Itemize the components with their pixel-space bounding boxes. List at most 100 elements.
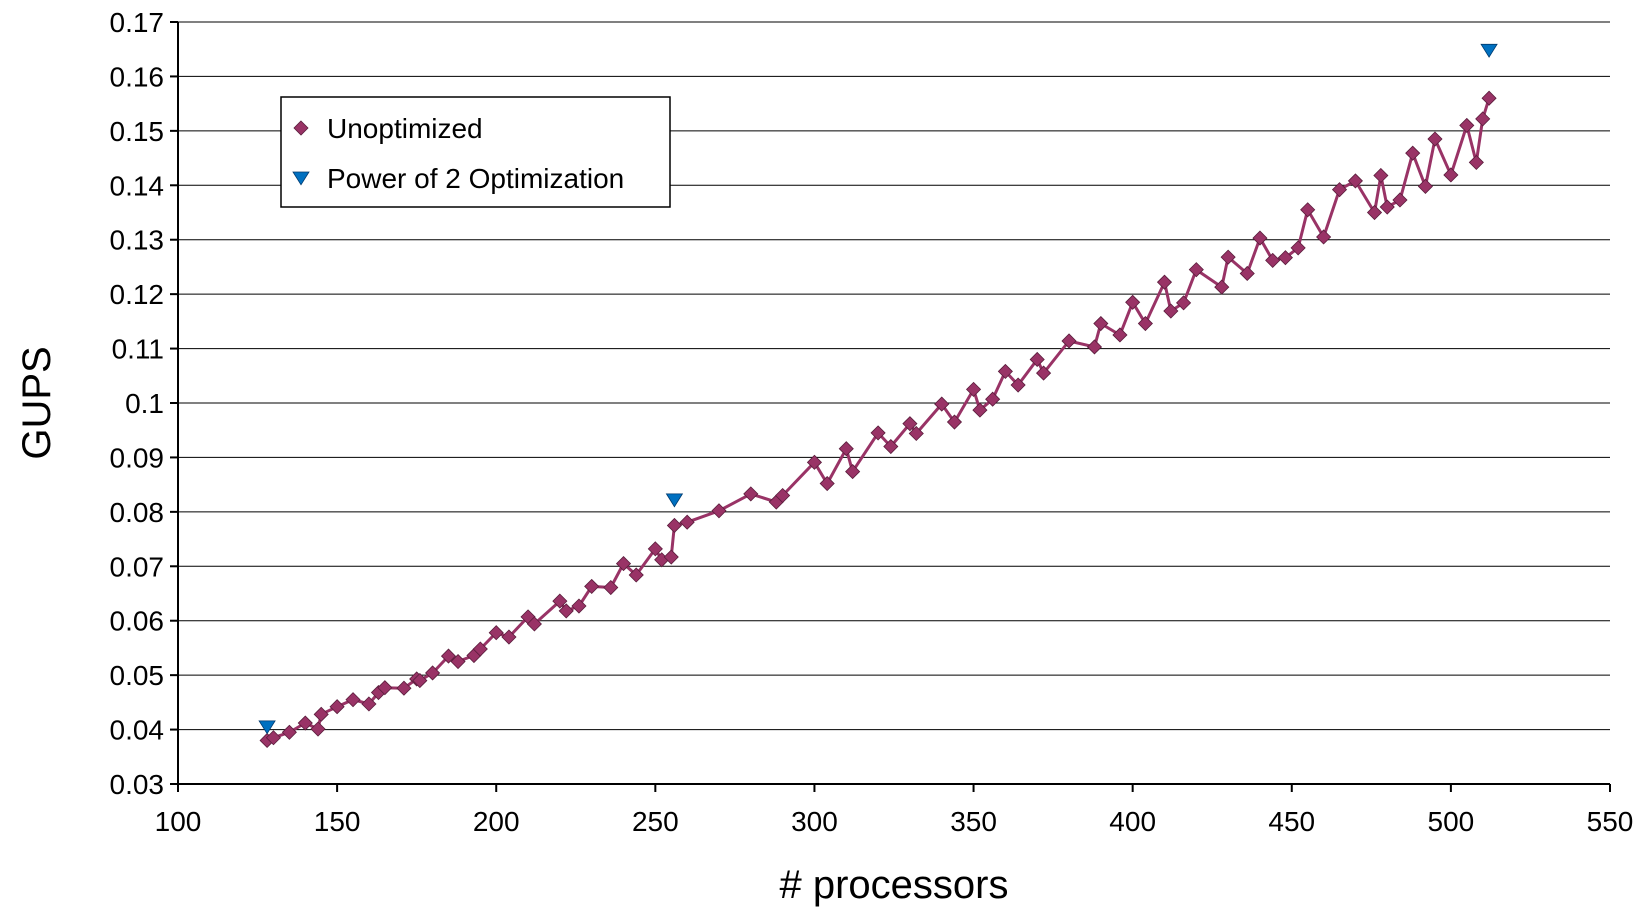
data-point-unoptimized [1156, 274, 1173, 290]
x-tick-label: 450 [1268, 806, 1315, 837]
x-tick-label: 100 [155, 806, 202, 837]
data-point-unoptimized [297, 715, 313, 731]
data-point-unoptimized [1214, 279, 1230, 295]
y-tick-label: 0.15 [110, 116, 165, 147]
data-point-unoptimized [584, 578, 600, 594]
legend-label-unoptimized: Unoptimized [327, 113, 483, 144]
data-point-unoptimized [1373, 167, 1389, 184]
data-point-unoptimized [946, 414, 963, 430]
data-point-unoptimized [1176, 295, 1192, 311]
data-point-unoptimized [1443, 167, 1459, 183]
data-point-unoptimized [396, 680, 412, 696]
legend-marker-unoptimized [293, 120, 309, 136]
data-point-unoptimized [775, 487, 791, 504]
y-tick-label: 0.17 [110, 7, 165, 38]
data-point-unoptimized [1112, 327, 1128, 343]
data-point-unoptimized [1331, 182, 1348, 198]
data-point-unoptimized [1459, 117, 1475, 133]
data-point-unoptimized [1427, 131, 1443, 147]
legend-triangle-icon [292, 171, 310, 186]
data-point-unoptimized [1220, 249, 1236, 265]
x-tick-label: 500 [1428, 806, 1475, 837]
data-point-unoptimized [472, 641, 488, 657]
x-tick-label: 300 [791, 806, 838, 837]
data-point-unoptimized [711, 503, 727, 519]
data-point-unoptimized [1277, 250, 1293, 266]
data-point-unoptimized [1239, 265, 1255, 282]
data-point-unoptimized [488, 625, 504, 641]
y-tick-label: 0.04 [110, 715, 165, 746]
y-tick-label: 0.03 [110, 769, 165, 800]
data-point-unoptimized [1417, 178, 1433, 194]
x-tick-label: 200 [473, 806, 520, 837]
legend-marker-power-of-2 [292, 171, 310, 186]
data-point-unoptimized [558, 603, 574, 619]
data-point-unoptimized [265, 730, 282, 746]
data-point-unoptimized [1392, 192, 1408, 208]
data-point-unoptimized [1137, 315, 1153, 332]
data-point-unoptimized [883, 438, 899, 455]
data-point-unoptimized [985, 391, 1001, 407]
data-point-unoptimized [1188, 262, 1204, 278]
data-point-unoptimized [425, 665, 441, 681]
legend-label-power-of-2: Power of 2 Optimization [327, 163, 624, 194]
data-point-unoptimized [1125, 294, 1141, 310]
x-ticks: 100 150 200 250 300 350 400 450 500 550 [155, 784, 1634, 837]
y-tick-label: 0.1 [125, 388, 164, 419]
data-point-unoptimized [412, 673, 428, 689]
data-point-unoptimized [1468, 154, 1484, 170]
y-tick-label: 0.14 [110, 170, 165, 201]
legend: Unoptimized Power of 2 Optimization [280, 96, 671, 208]
data-point-unoptimized [377, 680, 393, 696]
data-point-unoptimized [1252, 230, 1268, 246]
data-point-unoptimized [1481, 90, 1497, 106]
data-point-unoptimized [1475, 111, 1491, 127]
data-point-unoptimized [1290, 240, 1306, 256]
data-point-unoptimized [663, 549, 679, 565]
y-tick-label: 0.08 [110, 497, 165, 528]
data-point-unoptimized [1366, 204, 1383, 221]
data-point-unoptimized [1061, 333, 1077, 349]
x-tick-label: 250 [632, 806, 679, 837]
y-ticks: 0.03 0.04 0.05 0.06 0.07 0.08 0.09 0.1 0.11 0.12 0… [110, 7, 178, 800]
data-point-unoptimized [628, 567, 644, 583]
data-point-unoptimized [666, 517, 682, 534]
data-point-unoptimized [934, 396, 950, 412]
data-point-unoptimized [845, 464, 861, 480]
data-point-unoptimized [819, 475, 835, 492]
data-point-unoptimized [1163, 303, 1179, 319]
data-point-unoptimized [1093, 315, 1109, 332]
data-point-unoptimized [450, 653, 466, 670]
data-point-unoptimized [997, 363, 1013, 379]
data-point-unoptimized [571, 598, 587, 614]
data-point-unoptimized [1379, 199, 1395, 215]
data-point-unoptimized [1300, 202, 1316, 218]
y-tick-label: 0.05 [110, 660, 165, 691]
data-point-unoptimized [526, 616, 542, 632]
data-point-unoptimized [361, 696, 377, 712]
x-tick-label: 150 [314, 806, 361, 837]
data-point-unoptimized [908, 425, 924, 442]
x-tick-label: 550 [1587, 806, 1634, 837]
data-point-unoptimized [310, 721, 326, 737]
data-point-power-of-2 [665, 493, 684, 508]
data-point-unoptimized [603, 579, 619, 596]
y-tick-label: 0.11 [112, 334, 164, 365]
data-point-unoptimized [440, 648, 457, 664]
series-unoptimized [259, 90, 1497, 749]
data-point-unoptimized [806, 454, 823, 470]
x-axis-title: # processors [780, 863, 1009, 907]
data-point-unoptimized [1316, 229, 1332, 245]
data-point-unoptimized [902, 416, 918, 432]
x-tick-label: 400 [1109, 806, 1156, 837]
data-point-unoptimized [743, 486, 759, 502]
data-point-unoptimized [615, 555, 632, 572]
data-point-power-of-2 [1480, 43, 1498, 58]
data-point-unoptimized [1347, 173, 1363, 189]
y-tick-label: 0.06 [110, 606, 165, 637]
data-point-unoptimized [1086, 339, 1103, 355]
data-point-unoptimized [838, 441, 854, 457]
data-point-unoptimized [1035, 365, 1052, 381]
data-point-unoptimized [965, 381, 982, 397]
